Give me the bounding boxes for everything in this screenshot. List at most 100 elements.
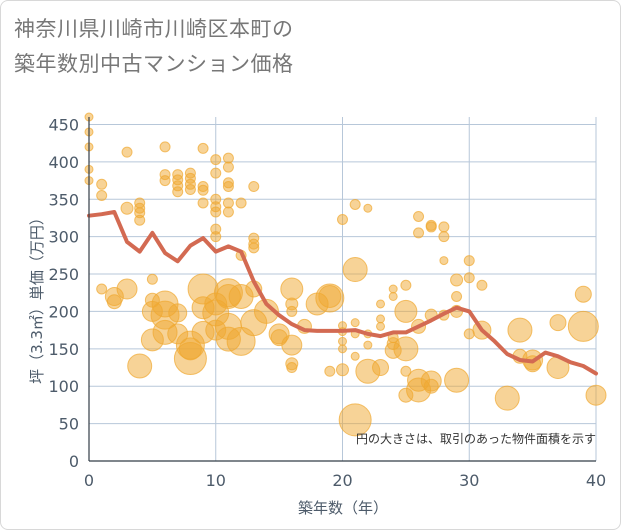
data-bubble [248, 181, 260, 193]
data-bubble [463, 255, 475, 267]
x-axis-title: 築年数（年） [298, 499, 388, 517]
data-bubble [400, 365, 412, 377]
data-bubble [222, 161, 234, 173]
data-bubble [394, 299, 418, 323]
data-bubble [96, 190, 108, 202]
data-bubble [210, 231, 222, 243]
data-bubble [336, 363, 349, 377]
data-bubble [173, 342, 207, 376]
data-bubble [388, 291, 398, 301]
data-bubble [159, 175, 171, 187]
data-bubble [574, 285, 592, 303]
y-tick-label: 50 [59, 415, 79, 434]
data-bubble [121, 146, 133, 158]
bubble-size-note: 円の大きさは、取引のあった物件面積を示す [356, 431, 596, 446]
data-bubble [120, 201, 134, 215]
data-bubble [342, 257, 368, 283]
data-bubble [463, 272, 475, 284]
data-bubble [372, 359, 390, 377]
y-tick-label: 450 [48, 115, 79, 134]
data-bubble [116, 278, 138, 300]
y-tick-label: 400 [48, 153, 79, 172]
data-bubble [281, 334, 303, 356]
x-tick-labels: 0 10 20 30 40 [84, 471, 606, 490]
axes [88, 117, 596, 462]
x-tick-label: 20 [332, 471, 352, 490]
y-tick-label: 300 [48, 228, 79, 247]
data-bubble [222, 181, 234, 193]
data-bubble [363, 203, 373, 213]
x-tick-label: 40 [586, 471, 606, 490]
data-bubble [96, 178, 108, 190]
data-bubble [159, 141, 171, 153]
data-bubble [280, 277, 304, 301]
data-bubble [494, 385, 520, 411]
data-bubble [438, 231, 450, 243]
data-bubble [248, 242, 260, 254]
data-bubble [388, 284, 398, 294]
data-bubble [286, 362, 298, 374]
x-tick-label: 0 [84, 471, 94, 490]
data-bubble [146, 273, 158, 285]
data-bubble [438, 221, 450, 233]
y-tick-label: 200 [48, 302, 79, 321]
data-bubble [350, 318, 360, 328]
data-bubble [338, 336, 347, 346]
data-bubble [106, 294, 122, 310]
data-bubble [318, 284, 342, 308]
data-bubble [451, 290, 463, 302]
data-bubble [235, 197, 247, 209]
y-axis-title: 坪（3.3㎡）単価（万円） [28, 210, 46, 384]
data-bubble [197, 197, 209, 209]
data-bubble [439, 256, 449, 266]
data-bubble [363, 340, 373, 350]
data-bubble [337, 213, 348, 225]
y-tick-label: 350 [48, 190, 79, 209]
data-bubble [425, 221, 437, 233]
data-bubble [168, 303, 188, 323]
bubble-layer [84, 112, 607, 437]
data-bubble [549, 314, 567, 332]
data-bubble [210, 206, 222, 218]
data-bubble [338, 403, 372, 437]
data-bubble [376, 314, 386, 324]
data-bubble [253, 298, 279, 324]
y-tick-label: 0 [69, 452, 79, 471]
data-bubble [444, 367, 470, 393]
data-bubble [172, 186, 184, 198]
data-bubble [413, 227, 425, 239]
y-tick-label: 250 [48, 265, 79, 284]
data-bubble [324, 365, 336, 377]
data-bubble [210, 154, 222, 166]
y-tick-label: 150 [48, 340, 79, 359]
data-bubble [349, 198, 361, 210]
y-tick-label: 100 [48, 377, 79, 396]
data-bubble [286, 305, 298, 317]
data-bubble [197, 184, 209, 196]
data-bubble [210, 167, 222, 179]
data-bubble [197, 142, 209, 154]
data-bubble [400, 279, 412, 291]
trend-line [87, 210, 598, 376]
data-bubble [450, 273, 464, 287]
data-bubble [338, 344, 347, 354]
data-bubble [507, 317, 533, 343]
x-tick-label: 10 [206, 471, 226, 490]
x-tick-label: 30 [459, 471, 479, 490]
data-bubble [134, 214, 146, 226]
data-bubble [476, 279, 488, 291]
data-bubble [376, 299, 386, 309]
data-bubble [423, 378, 439, 394]
data-bubble [127, 353, 153, 379]
data-bubble [96, 283, 108, 295]
chart-title: 神奈川県川崎市川崎区本町の 築年数別中古マンション価格 [14, 17, 294, 76]
data-bubble [413, 210, 425, 222]
data-bubble [350, 351, 360, 361]
data-bubble [222, 206, 234, 218]
data-bubble [567, 310, 599, 342]
data-bubble [376, 321, 386, 331]
data-bubble [585, 384, 607, 406]
data-bubble [393, 336, 419, 362]
